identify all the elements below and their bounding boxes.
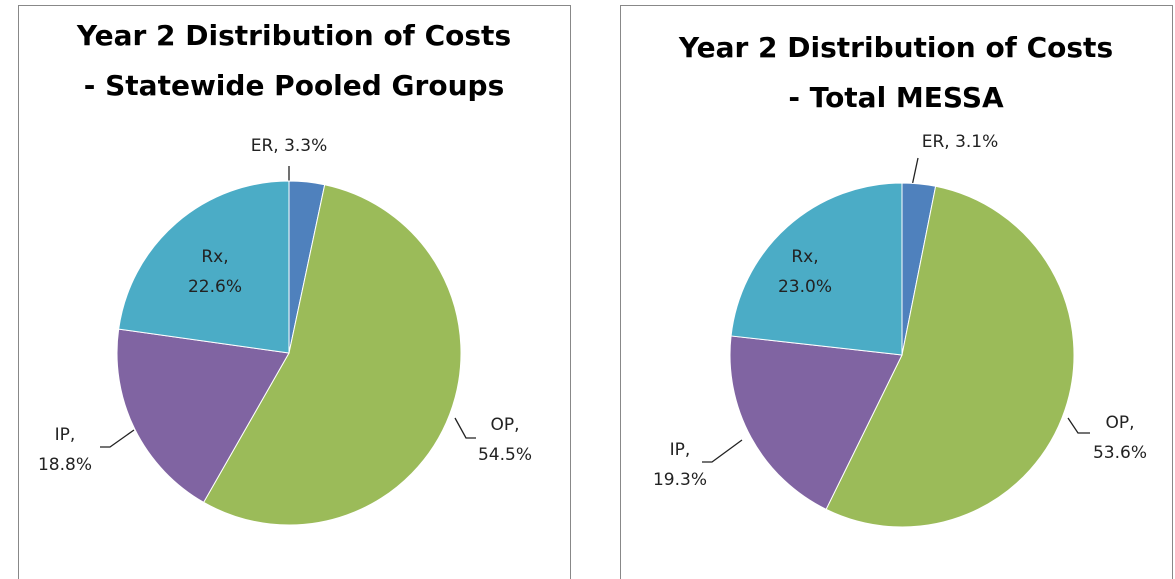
pie-slice: [118, 180, 290, 354]
text-line: 22.6%: [188, 277, 242, 297]
data-label: Rx, 22.6%: [188, 247, 242, 297]
data-label: OP, 54.5%: [478, 415, 532, 465]
data-label: ER, 3.3%: [251, 136, 328, 156]
data-label: OP, 53.6%: [1093, 413, 1147, 463]
text-line: 18.8%: [38, 455, 92, 475]
pie-slice: [729, 335, 903, 511]
text-line: Rx,: [201, 247, 228, 267]
text-line: 23.0%: [778, 277, 832, 297]
data-label: Rx, 23.0%: [778, 247, 832, 297]
chart-title: Year 2 Distribution of Costs - Total MESS…: [678, 31, 1113, 114]
text-line: - Statewide Pooled Groups: [84, 69, 504, 102]
text-line: Rx,: [791, 247, 818, 267]
data-label: IP, 18.8%: [38, 425, 92, 475]
leader-line: [702, 439, 743, 463]
text-line: Year 2 Distribution of Costs: [76, 19, 511, 52]
leader-line: [1067, 417, 1090, 434]
data-label: IP, 19.3%: [653, 440, 707, 490]
text-line: OP,: [1105, 413, 1134, 433]
text-line: - Total MESSA: [788, 81, 1004, 114]
text-line: 53.6%: [1093, 443, 1147, 463]
pie-slice: [825, 185, 1075, 528]
leader-line: [100, 429, 135, 448]
text-line: 19.3%: [653, 470, 707, 490]
pie-slice: [730, 182, 903, 356]
text-line: IP,: [670, 440, 691, 460]
chart-title: Year 2 Distribution of Costs - Statewide …: [76, 19, 511, 102]
leader-line: [911, 157, 919, 187]
pie-slice: [116, 328, 290, 504]
pie-slice: [202, 184, 462, 526]
text-line: Year 2 Distribution of Costs: [678, 31, 1113, 64]
text-line: IP,: [55, 425, 76, 445]
text-line: OP,: [490, 415, 519, 435]
data-label: ER, 3.1%: [922, 132, 999, 152]
leader-line: [454, 417, 476, 439]
text-line: 54.5%: [478, 445, 532, 465]
